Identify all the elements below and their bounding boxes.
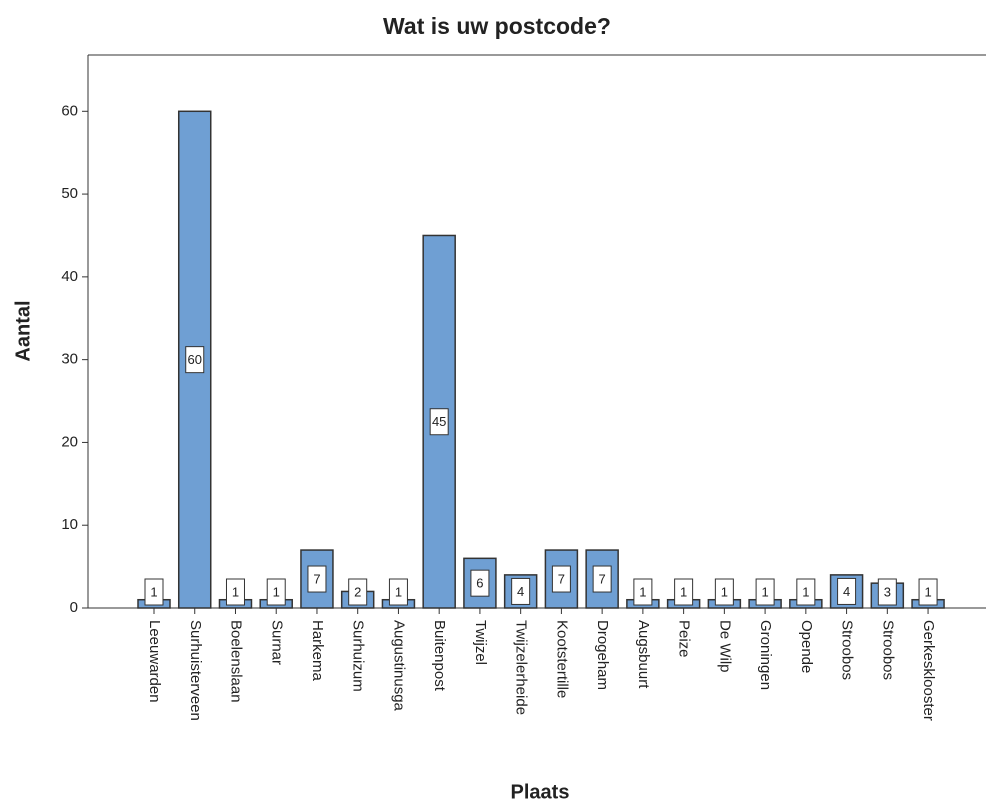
value-label: 1 (232, 584, 239, 599)
x-tick-label: Twijzelerheide (513, 620, 530, 715)
value-label-box (429, 408, 449, 436)
x-tick-label: Surhuizum (350, 620, 367, 692)
value-label: 1 (761, 584, 768, 599)
value-label: 2 (354, 584, 361, 599)
x-tick-label: Stroobos (879, 620, 896, 680)
value-label: 1 (680, 584, 687, 599)
y-tick-label: 30 (61, 351, 78, 368)
value-label-box (266, 578, 286, 606)
value-label: 7 (599, 571, 606, 586)
x-tick-label: Buitenpost (431, 620, 448, 692)
value-label-box (796, 578, 816, 606)
value-label: 60 (188, 352, 202, 367)
x-tick-label: Surnar (268, 620, 285, 665)
value-label-box (551, 565, 571, 593)
x-tick-label: Leeuwarden (146, 620, 163, 703)
y-axis-title: Aantal (12, 300, 34, 361)
x-axis-title: Plaats (511, 781, 570, 803)
value-label-box (185, 346, 205, 374)
value-label-box (837, 577, 857, 605)
value-label: 1 (273, 584, 280, 599)
value-label-box (307, 565, 327, 593)
value-label-box (348, 578, 368, 606)
x-tick-label: Surhuisterveen (187, 620, 204, 721)
value-label-box (511, 577, 531, 605)
x-tick-label: Augustinusga (390, 620, 407, 712)
x-tick-label: De Wilp (716, 620, 733, 673)
x-tick-label: Boelenslaan (228, 620, 245, 703)
value-label: 4 (843, 584, 850, 599)
value-label-box (225, 578, 245, 606)
x-tick-label: Peize (676, 620, 693, 658)
value-label-box (714, 578, 734, 606)
value-label-box (388, 578, 408, 606)
value-label: 1 (150, 584, 157, 599)
value-label: 6 (476, 576, 483, 591)
value-label: 1 (639, 584, 646, 599)
value-label: 3 (884, 584, 891, 599)
value-label-box (633, 578, 653, 606)
y-tick-label: 50 (61, 185, 78, 202)
x-tick-label: Drogeham (594, 620, 611, 690)
value-label-box (470, 569, 490, 597)
x-tick-label: Stroobos (839, 620, 856, 680)
value-label: 7 (558, 571, 565, 586)
value-label: 1 (721, 584, 728, 599)
x-tick-label: Kootstertille (553, 620, 570, 698)
chart-title: Wat is uw postcode? (383, 13, 611, 39)
value-label-box (918, 578, 938, 606)
x-tick-label: Gerkesklooster (920, 620, 937, 721)
value-label: 1 (395, 584, 402, 599)
value-label: 45 (432, 414, 446, 429)
y-tick-label: 0 (70, 599, 78, 616)
y-tick-label: 60 (61, 102, 78, 119)
value-label-box (592, 565, 612, 593)
value-label: 7 (313, 571, 320, 586)
x-tick-label: Harkema (309, 620, 326, 682)
y-tick-label: 40 (61, 268, 78, 285)
value-label-box (674, 578, 694, 606)
value-label: 4 (517, 584, 524, 599)
x-tick-label: Groningen (757, 620, 774, 690)
y-tick-label: 10 (61, 516, 78, 533)
x-tick-label: Twijzel (472, 620, 489, 665)
value-label-box (877, 578, 897, 606)
value-label: 1 (924, 584, 931, 599)
value-label: 1 (802, 584, 809, 599)
value-label-box (144, 578, 164, 606)
x-tick-label: Opende (798, 620, 815, 673)
value-label-box (755, 578, 775, 606)
x-tick-label: Augsbuurt (635, 620, 652, 689)
y-tick-label: 20 (61, 433, 78, 450)
